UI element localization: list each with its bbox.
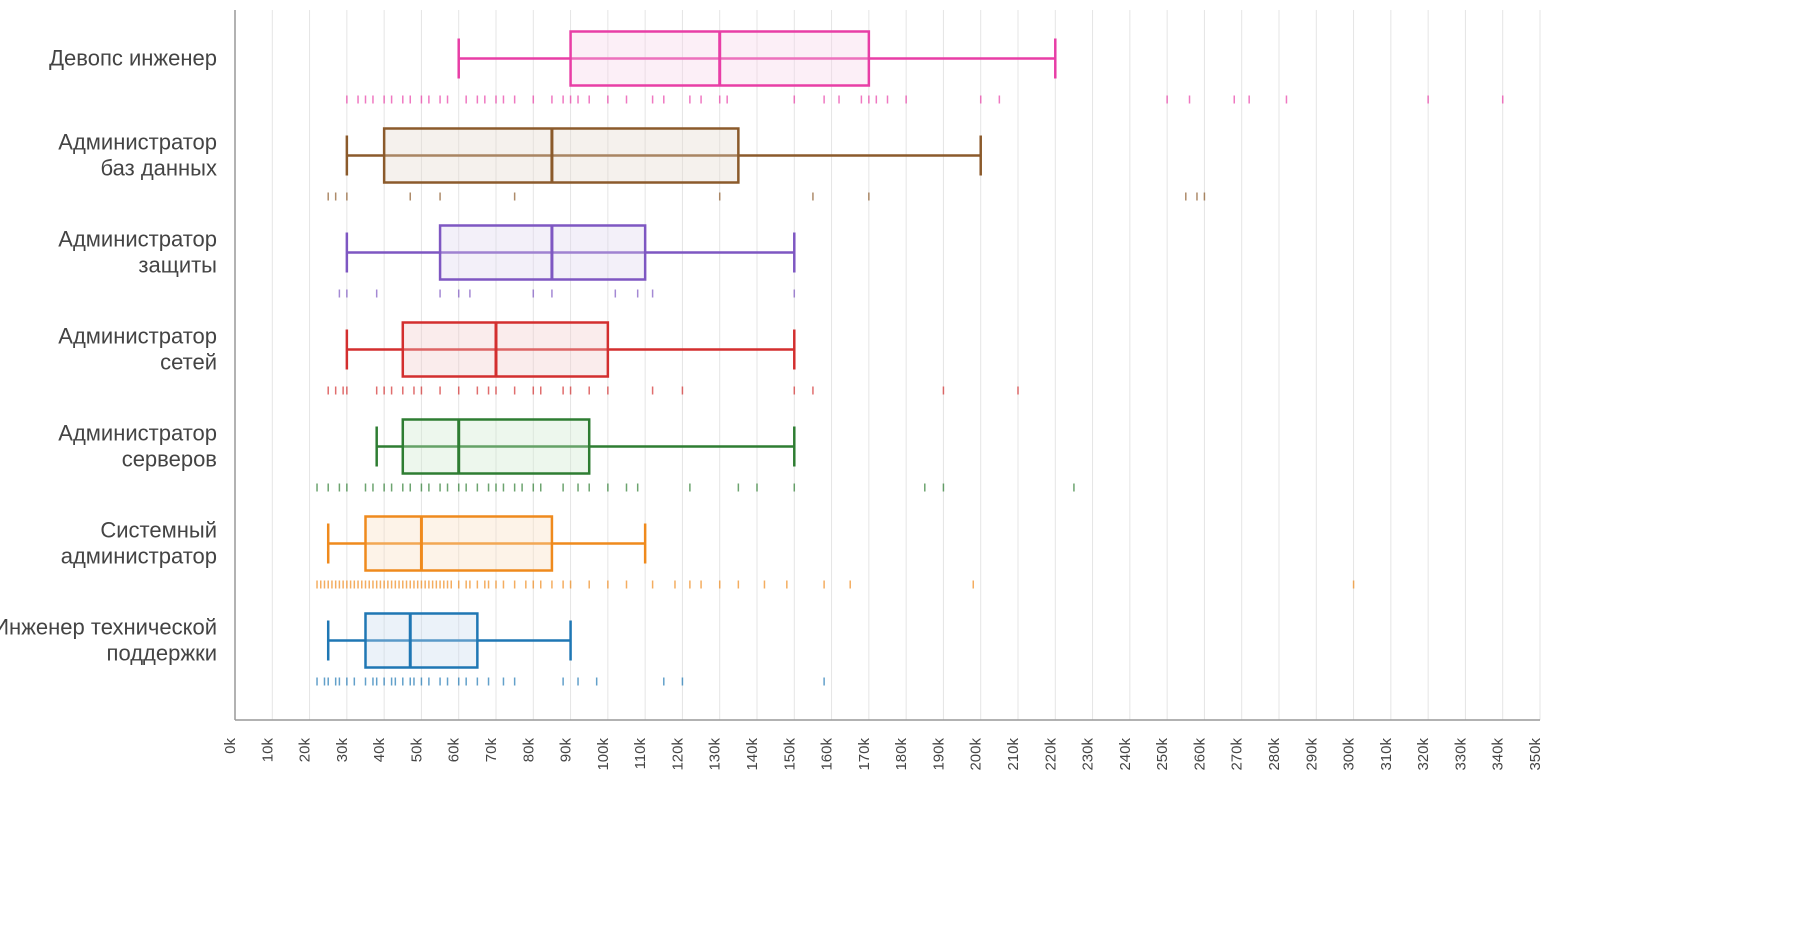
iqr-box	[366, 614, 478, 668]
y-category-label: Администратор	[58, 324, 217, 349]
x-tick-label: 210k	[1005, 738, 1022, 771]
x-tick-label: 90k	[558, 738, 575, 763]
x-tick-label: 100k	[595, 738, 612, 771]
y-category-label: баз данных	[101, 156, 217, 181]
x-tick-label: 220k	[1042, 738, 1059, 771]
x-tick-label: 0k	[222, 738, 239, 754]
x-tick-label: 60k	[446, 738, 463, 763]
x-tick-label: 350k	[1527, 738, 1544, 771]
boxplot-chart: 0k 10k 20k 30k 40k 50k 60k 70k 80k 90k 100k 110k 120…	[0, 0, 1818, 948]
iqr-box	[403, 420, 589, 474]
x-tick-label: 290k	[1303, 738, 1320, 771]
x-tick-label: 320k	[1415, 738, 1432, 771]
iqr-box	[403, 323, 608, 377]
x-tick-label: 10k	[259, 738, 276, 763]
x-tick-label: 310k	[1378, 738, 1395, 771]
x-tick-label: 160k	[819, 738, 836, 771]
x-tick-label: 200k	[968, 738, 985, 771]
x-tick-label: 140k	[744, 738, 761, 771]
iqr-box	[440, 226, 645, 280]
x-tick-label: 130k	[707, 738, 724, 771]
iqr-box	[384, 129, 738, 183]
y-category-label: Инженер технической	[0, 615, 217, 640]
x-tick-label: 330k	[1452, 738, 1469, 771]
x-tick-label: 190k	[930, 738, 947, 771]
x-tick-label: 300k	[1341, 738, 1358, 771]
x-tick-label: 70k	[483, 738, 500, 763]
x-tick-label: 240k	[1117, 738, 1134, 771]
y-category-label: администратор	[61, 544, 217, 569]
x-tick-label: 270k	[1229, 738, 1246, 771]
y-category-label: Администратор	[58, 421, 217, 446]
y-category-label: сетей	[160, 350, 217, 375]
x-tick-label: 150k	[781, 738, 798, 771]
x-tick-label: 250k	[1154, 738, 1171, 771]
x-tick-label: 20k	[297, 738, 314, 763]
x-tick-label: 180k	[893, 738, 910, 771]
x-tick-label: 230k	[1080, 738, 1097, 771]
x-tick-label: 120k	[669, 738, 686, 771]
y-category-label: серверов	[122, 447, 217, 472]
y-category-label: Администратор	[58, 130, 217, 155]
x-tick-label: 40k	[371, 738, 388, 763]
x-tick-label: 170k	[856, 738, 873, 771]
y-category-label: защиты	[138, 253, 217, 278]
x-tick-label: 340k	[1490, 738, 1507, 771]
y-category-label: поддержки	[107, 641, 217, 666]
x-tick-label: 30k	[334, 738, 351, 763]
x-tick-label: 260k	[1191, 738, 1208, 771]
x-tick-label: 50k	[408, 738, 425, 763]
x-tick-label: 280k	[1266, 738, 1283, 771]
y-category-label: Системный	[100, 518, 217, 543]
x-tick-label: 110k	[632, 738, 649, 770]
y-category-label: Девопс инженер	[49, 46, 217, 71]
iqr-box	[366, 517, 552, 571]
x-tick-label: 80k	[520, 738, 537, 763]
y-category-label: Администратор	[58, 227, 217, 252]
